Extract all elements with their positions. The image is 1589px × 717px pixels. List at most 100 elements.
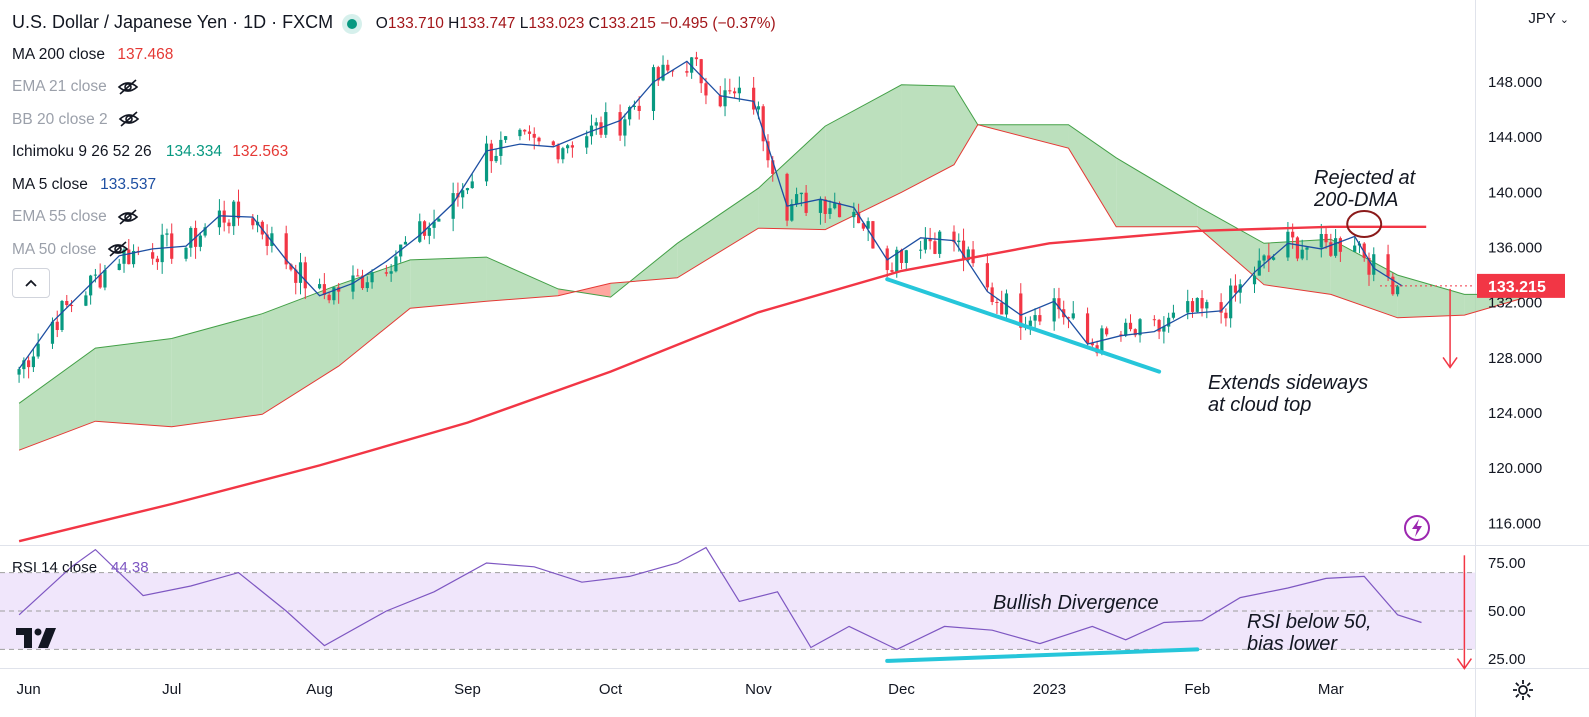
- candle-body: [1138, 319, 1142, 336]
- candle-body: [985, 263, 989, 288]
- candle-body: [690, 57, 694, 73]
- candle-body: [31, 356, 35, 368]
- indicator-value: 137.468: [117, 45, 174, 63]
- candle-body: [403, 241, 408, 245]
- candle-body: [623, 119, 627, 136]
- candle-body: [422, 221, 427, 236]
- annotation-rejected: Rejected at: [1314, 167, 1417, 189]
- pane-separator: [0, 545, 1589, 546]
- candle-body: [1004, 293, 1009, 315]
- eye-hidden-icon[interactable]: [117, 209, 139, 225]
- candle-body: [170, 233, 174, 259]
- candle-body: [666, 64, 670, 71]
- eye-hidden-icon[interactable]: [117, 79, 139, 95]
- candle-body: [861, 223, 865, 229]
- indicator-label: MA 5 close: [12, 175, 88, 193]
- candle-body: [451, 193, 455, 219]
- indicator-ma5[interactable]: MA 5 close 133.537: [12, 169, 776, 202]
- candle-body: [17, 369, 21, 375]
- lightning-icon[interactable]: [1403, 514, 1431, 542]
- candle-body: [1000, 302, 1004, 315]
- candle-body: [1252, 275, 1257, 285]
- eye-hidden-icon[interactable]: [107, 241, 129, 258]
- indicator-ichimoku[interactable]: Ichimoku 9 26 52 26 134.334 132.563: [12, 136, 776, 169]
- candle-body: [1233, 285, 1238, 293]
- candle-body: [532, 133, 536, 138]
- price-tick-label: 124.000: [1488, 405, 1542, 422]
- candle-body: [566, 145, 570, 149]
- candle-body: [332, 287, 336, 301]
- candle-body: [752, 87, 756, 110]
- time-tick-label: Oct: [599, 681, 623, 698]
- cloud-segment: [1068, 124, 1117, 227]
- indicator-value: 134.334: [165, 143, 222, 160]
- rsi-legend[interactable]: RSI 14 close 44.38: [12, 559, 149, 576]
- candle-body: [737, 87, 741, 94]
- indicator-bb20[interactable]: BB 20 close 2: [12, 104, 776, 137]
- candle-body: [828, 208, 832, 214]
- eye-hidden-icon[interactable]: [118, 111, 140, 128]
- candle-body: [470, 181, 474, 189]
- indicator-ema21[interactable]: EMA 21 close: [12, 71, 776, 104]
- annotation-extends: Extends sideways: [1208, 372, 1368, 394]
- candle-body: [489, 143, 493, 162]
- tradingview-logo-icon[interactable]: [16, 628, 58, 650]
- candle-body: [117, 263, 121, 270]
- symbol-title[interactable]: U.S. Dollar / Japanese Yen · 1D · FXCM: [12, 12, 334, 32]
- candle-body: [651, 67, 656, 112]
- price-trendline: [885, 277, 1162, 374]
- candle-body: [904, 250, 908, 263]
- candle-body: [50, 321, 55, 344]
- candle-body: [55, 321, 59, 331]
- candle-body: [184, 247, 188, 259]
- indicator-label: MA 50 close: [12, 240, 97, 258]
- candle-body: [1338, 238, 1342, 252]
- candle-body: [556, 145, 560, 160]
- candle-body: [36, 343, 40, 357]
- indicator-value-2: 132.563: [232, 143, 289, 160]
- candle-body: [198, 235, 202, 247]
- price-down-arrow: [1442, 288, 1458, 369]
- candle-body: [1300, 249, 1304, 259]
- gear-icon[interactable]: [1511, 678, 1535, 702]
- candle-body: [632, 105, 637, 107]
- candle-body: [723, 90, 727, 107]
- candle-body: [227, 222, 231, 227]
- candle-body: [1329, 242, 1333, 256]
- candle-body: [966, 249, 970, 261]
- close-value: 133.215: [599, 15, 656, 32]
- indicator-ma50[interactable]: MA 50 close: [12, 234, 776, 267]
- candle-body: [384, 272, 388, 274]
- candle-body: [1291, 231, 1295, 238]
- candle-body: [899, 249, 904, 263]
- candle-body: [756, 106, 761, 110]
- candle-body: [465, 188, 470, 191]
- candle-body: [1186, 301, 1190, 313]
- candle-body: [461, 190, 465, 198]
- indicator-ema55[interactable]: EMA 55 close: [12, 201, 776, 234]
- rsi-down-arrow: [1456, 555, 1473, 670]
- candle-body: [1219, 302, 1223, 313]
- cloud-segment: [19, 348, 96, 451]
- candle-body: [1386, 254, 1390, 277]
- rejection-circle: [1346, 210, 1383, 239]
- candle-body: [1200, 298, 1204, 309]
- indicator-ma200[interactable]: MA 200 close 137.468: [12, 39, 776, 72]
- candle-body: [685, 71, 689, 73]
- time-tick-label: Sep: [454, 681, 481, 698]
- candle-body: [356, 275, 360, 277]
- cloud-segment: [1464, 294, 1522, 316]
- high-value: 133.747: [459, 15, 516, 32]
- candle-body: [203, 227, 207, 236]
- collapse-legend-button[interactable]: [12, 268, 50, 298]
- currency-label: JPY: [1528, 10, 1556, 27]
- candle-body: [732, 91, 737, 94]
- candle-body: [327, 294, 331, 301]
- candle-body: [265, 234, 269, 246]
- candle-body: [1019, 293, 1023, 328]
- cloud-segment: [338, 259, 411, 367]
- ichimoku-cloud: [18, 84, 1522, 451]
- cloud-segment: [171, 313, 263, 427]
- currency-selector[interactable]: JPY ⌄: [1528, 10, 1569, 27]
- candles: [17, 51, 1400, 383]
